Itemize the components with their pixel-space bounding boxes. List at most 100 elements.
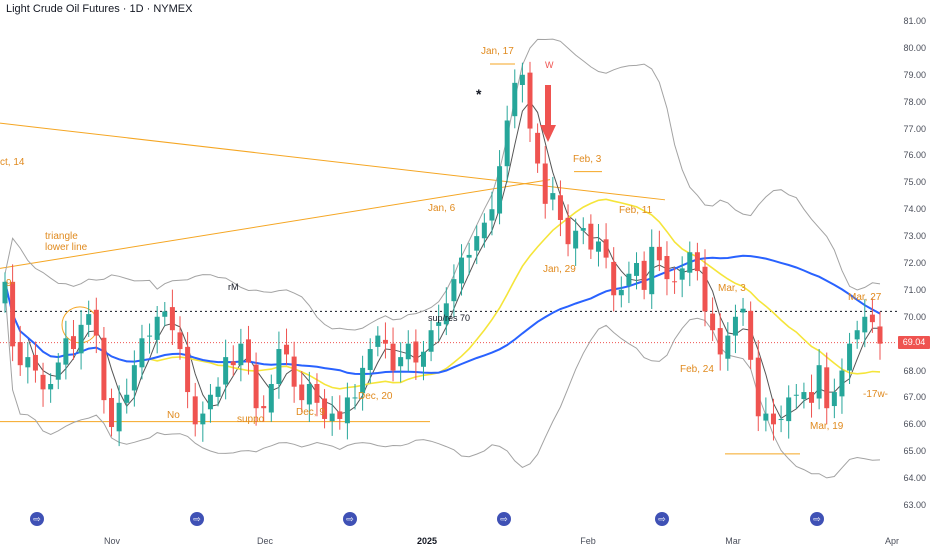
candle-body: [847, 343, 853, 371]
candle-body: [557, 195, 563, 220]
candle-body: [261, 406, 267, 409]
candle-body: [755, 357, 761, 417]
price-tick: 64.00: [903, 473, 926, 484]
annotation-dec20: Dec, 20: [358, 391, 393, 402]
candles: [2, 61, 883, 447]
candle-body: [253, 364, 259, 409]
price-tick: 71.00: [903, 284, 926, 295]
event-icon[interactable]: ⇨: [655, 512, 669, 526]
candle-body: [116, 402, 122, 432]
annotation-supres: sup/res 70: [428, 313, 471, 323]
time-axis[interactable]: Nov Dec 2025 Feb Mar Apr: [0, 528, 932, 550]
candle-body: [306, 384, 312, 405]
down-arrow: [540, 85, 556, 142]
candle-body: [839, 370, 845, 397]
candle-body: [793, 394, 799, 396]
candle-body: [801, 392, 807, 400]
candle-body: [398, 357, 404, 367]
candle-body: [40, 374, 46, 390]
candle-body: [360, 367, 366, 394]
candle-body: [420, 351, 426, 367]
candle-body: [192, 396, 198, 425]
candle-body: [672, 281, 678, 283]
candle-body: [603, 239, 609, 258]
candle-body: [48, 384, 54, 390]
price-axis[interactable]: 81.00 80.00 79.00 78.00 77.00 76.00 75.00 74.00…: [897, 0, 932, 525]
candle-body: [641, 260, 647, 290]
candle-body: [337, 411, 343, 419]
candle-body: [679, 268, 685, 280]
candle-body: [215, 386, 221, 397]
candle-body: [466, 254, 472, 258]
bollinger-lower: [4, 289, 881, 479]
candle-body: [694, 252, 700, 272]
price-tick: 74.00: [903, 204, 926, 215]
price-tick: 65.00: [903, 446, 926, 457]
candle-body: [436, 322, 442, 326]
candle-body: [245, 339, 251, 363]
candle-body: [580, 228, 586, 231]
candle-body: [329, 413, 335, 422]
price-tick: 81.00: [903, 16, 926, 26]
price-tick: 72.00: [903, 258, 926, 268]
annotation-jan6: Jan, 6: [428, 203, 456, 214]
price-tick: 78.00: [903, 96, 926, 107]
candle-body: [63, 338, 69, 365]
price-tick: 79.00: [903, 69, 926, 80]
candle-body: [200, 413, 206, 425]
event-icon[interactable]: ⇨: [810, 512, 824, 526]
bollinger-upper: [4, 38, 881, 331]
time-tick: Dec: [256, 536, 274, 546]
candle-body: [550, 193, 556, 200]
annotation-lower-line: lower line: [45, 242, 88, 253]
candle-body: [70, 336, 76, 350]
event-icon[interactable]: ⇨: [30, 512, 44, 526]
candle-body: [809, 392, 815, 403]
candle-body: [162, 311, 168, 317]
annotation-9: 9-: [6, 278, 15, 289]
annotation-support: suppo: [237, 414, 265, 425]
candle-body: [618, 289, 624, 296]
candle-body: [147, 335, 153, 337]
last-price-tag: 69.04: [898, 336, 930, 349]
event-icon[interactable]: ⇨: [497, 512, 511, 526]
annotation-feb3: Feb, 3: [573, 154, 602, 165]
candle-body: [443, 303, 449, 325]
annotation-star: *: [476, 86, 482, 102]
candle-body: [634, 263, 640, 276]
candle-body: [519, 74, 525, 85]
candle-body: [481, 222, 487, 239]
candle-body: [93, 309, 99, 336]
event-icon[interactable]: ⇨: [343, 512, 357, 526]
candle-body: [230, 361, 236, 366]
annotation-oct14: ct, 14: [0, 157, 25, 168]
candle-body: [299, 384, 305, 401]
time-tick: Feb: [580, 536, 596, 546]
candle-body: [854, 330, 860, 340]
price-chart[interactable]: [0, 0, 897, 528]
event-icon[interactable]: ⇨: [190, 512, 204, 526]
candle-body: [626, 273, 632, 286]
candle-body: [169, 307, 175, 331]
price-tick: 76.00: [903, 150, 926, 161]
candle-body: [573, 230, 579, 249]
annotation-jan29: Jan, 29: [543, 264, 576, 275]
candle-body: [32, 354, 38, 371]
candle-body: [238, 343, 244, 366]
candle-body: [344, 397, 350, 424]
candle-body: [405, 343, 411, 360]
candle-body: [656, 246, 662, 261]
candle-body: [207, 394, 213, 410]
candle-body: [770, 413, 776, 425]
candle-body: [588, 223, 594, 250]
candle-body: [382, 339, 388, 344]
candle-body: [535, 132, 541, 164]
candle-body: [154, 316, 160, 340]
candle-body: [824, 367, 830, 409]
candle-body: [725, 335, 731, 359]
trendline-lower: [0, 179, 551, 269]
candle-body: [131, 365, 137, 391]
time-tick: 2025: [416, 536, 438, 546]
candle-body: [732, 316, 738, 336]
candle-body: [375, 335, 381, 347]
